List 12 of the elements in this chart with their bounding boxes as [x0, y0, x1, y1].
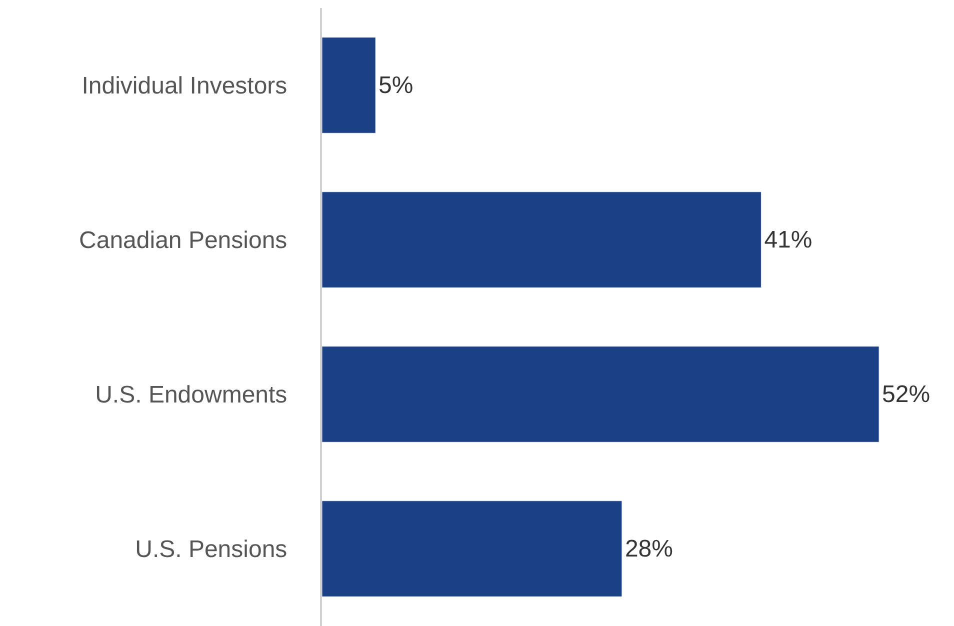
y-tick-label: Canadian Pensions: [79, 227, 288, 254]
bar: [322, 346, 880, 442]
y-tick-label: Individual Investors: [82, 72, 288, 100]
bar: [322, 192, 762, 288]
data-label: 52%: [882, 380, 930, 408]
bar: [322, 37, 376, 134]
y-tick-label: U.S. Pensions: [135, 536, 288, 564]
data-label: 41%: [764, 226, 812, 254]
data-label: 28%: [624, 535, 673, 562]
bar: [322, 500, 622, 597]
data-label: 5%: [378, 72, 414, 99]
y-tick-label: U.S. Endowments: [95, 382, 288, 409]
